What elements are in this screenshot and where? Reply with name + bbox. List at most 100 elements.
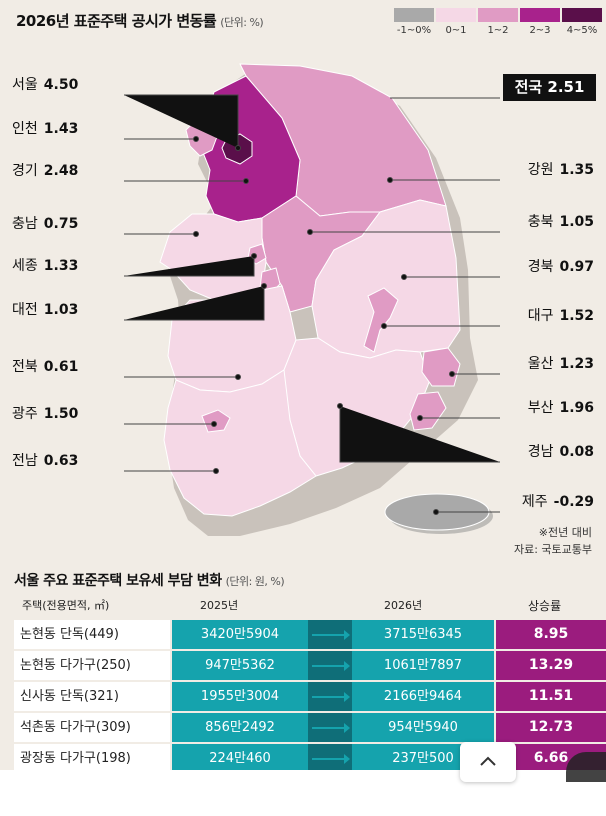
region-label-gyeongnam: 경남 0.08	[528, 441, 594, 461]
header-rate: 상승률	[528, 599, 562, 613]
arrow-right-icon	[308, 682, 352, 711]
cell-house: 광장동 다가구(198)	[14, 744, 170, 770]
map-title-unit: (단위: %)	[220, 16, 264, 29]
region-value: 0.75	[43, 216, 79, 232]
chevron-up-icon	[480, 756, 496, 766]
region-value: 4.50	[43, 77, 79, 93]
region-label-incheon: 인천 1.43	[12, 118, 78, 138]
region-label-jeju: 제주 -0.29	[522, 491, 594, 511]
region-label-chungnam: 충남 0.75	[12, 213, 78, 233]
region-name: 울산	[527, 356, 554, 372]
region-name: 대구	[527, 308, 554, 324]
source-note: ※전년 대비 자료: 국토교통부	[514, 524, 592, 558]
region-name: 서울	[12, 77, 38, 93]
cell-rate: 8.95	[496, 620, 606, 649]
region-label-gwangju: 광주 1.50	[12, 403, 78, 423]
header-2025: 2025년	[200, 599, 239, 612]
cell-2026: 2166만9464	[352, 682, 494, 711]
region-value: 2.48	[43, 163, 79, 179]
map-title-text: 2026년 표준주택 공시가 변동률	[16, 12, 217, 30]
cell-2026: 954만5940	[352, 713, 494, 742]
region-name: 경기	[12, 163, 38, 179]
cell-rate: 11.51	[496, 682, 606, 711]
region-name: 대전	[12, 302, 38, 318]
note-line: ※전년 대비	[538, 526, 592, 539]
legend-label: 4~5%	[566, 25, 598, 36]
region-value: 1.50	[43, 406, 79, 422]
region-daegu	[363, 287, 399, 353]
region-label-gyeongbuk: 경북 0.97	[528, 256, 594, 276]
cell-rate: 12.73	[496, 713, 606, 742]
legend-label: 0~1	[445, 25, 467, 36]
region-name: 충북	[527, 214, 554, 230]
legend-swatch	[520, 8, 560, 22]
legend-swatch	[394, 8, 434, 22]
legend-item: 1~2	[478, 8, 518, 36]
region-label-sejong: 세종 1.33	[12, 255, 78, 275]
cell-2026: 3715만6345	[352, 620, 494, 649]
region-value: 1.03	[43, 302, 79, 318]
cell-house: 논현동 단독(449)	[14, 620, 170, 649]
region-value: 1.35	[559, 162, 594, 178]
region-name: 세종	[12, 258, 38, 274]
region-jeonnam	[163, 369, 317, 517]
source-line: 자료: 국토교통부	[513, 543, 592, 556]
region-value: 1.05	[559, 214, 594, 230]
region-value: 1.52	[559, 308, 594, 324]
region-name: 경남	[527, 444, 554, 460]
arrow-right-icon	[308, 713, 352, 742]
cell-house: 신사동 단독(321)	[14, 682, 170, 711]
region-value: 1.23	[559, 356, 594, 372]
region-label-gangwon: 강원 1.35	[528, 159, 594, 179]
region-label-daejeon: 대전 1.03	[12, 299, 78, 319]
region-name: 전북	[12, 359, 38, 375]
table-header: 주택(전용면적, ㎡) 2025년 2026년 상승률	[0, 594, 606, 616]
cell-2025: 224만460	[172, 744, 308, 770]
cell-2025: 3420만5904	[172, 620, 308, 649]
region-label-daegu: 대구 1.52	[528, 305, 594, 325]
region-label-chungbuk: 충북 1.05	[528, 211, 594, 231]
map-title: 2026년 표준주택 공시가 변동률 (단위: %)	[16, 10, 264, 31]
legend-swatch	[478, 8, 518, 22]
region-label-jeonnam: 전남 0.63	[12, 450, 78, 470]
region-value: 1.33	[43, 258, 79, 274]
legend-label: 1~2	[487, 25, 509, 36]
region-gwangju	[201, 409, 231, 433]
header-2026: 2026년	[384, 599, 423, 612]
region-name: 충남	[12, 216, 38, 232]
legend-item: 4~5%	[562, 8, 602, 36]
region-label-seoul: 서울 4.50	[12, 74, 78, 94]
table-row: 논현동 단독(449) 3420만5904 3715만6345 8.95	[14, 620, 606, 649]
region-label-gyeonggi: 경기 2.48	[12, 160, 78, 180]
cell-2025: 856만2492	[172, 713, 308, 742]
region-label-ulsan: 울산 1.23	[528, 353, 594, 373]
region-name: 경북	[527, 259, 554, 275]
region-name: 인천	[12, 121, 38, 137]
region-value: 0.08	[559, 444, 594, 460]
region-name: 제주	[521, 494, 548, 510]
arrow-right-icon	[308, 620, 352, 649]
cell-2025: 1955만3004	[172, 682, 308, 711]
header-house: 주택(전용면적, ㎡)	[22, 599, 110, 612]
region-name: 전남	[12, 453, 38, 469]
region-name: 강원	[527, 162, 554, 178]
region-name: 부산	[527, 400, 554, 416]
region-value: 1.43	[43, 121, 79, 137]
region-label-busan: 부산 1.96	[528, 397, 594, 417]
region-label-jeonbuk: 전북 0.61	[12, 356, 78, 376]
infographic-card: 2026년 표준주택 공시가 변동률 (단위: %) -1~0% 0~1 1~2 …	[0, 0, 606, 770]
table-row: 신사동 단독(321) 1955만3004 2166만9464 11.51	[14, 682, 606, 711]
cell-rate: 13.29	[496, 651, 606, 680]
corner-overlay	[566, 752, 606, 782]
legend-label: -1~0%	[396, 25, 432, 36]
table-row: 석촌동 다가구(309) 856만2492 954만5940 12.73	[14, 713, 606, 742]
cell-2026: 1061만7897	[352, 651, 494, 680]
table-unit: (단위: 원, %)	[225, 575, 285, 588]
region-value: 1.96	[559, 400, 594, 416]
arrow-right-icon	[308, 651, 352, 680]
scroll-to-top-button[interactable]	[460, 742, 516, 782]
legend-item: 0~1	[436, 8, 476, 36]
legend-swatch	[436, 8, 476, 22]
region-value: 0.61	[43, 359, 79, 375]
legend-item: -1~0%	[394, 8, 434, 36]
